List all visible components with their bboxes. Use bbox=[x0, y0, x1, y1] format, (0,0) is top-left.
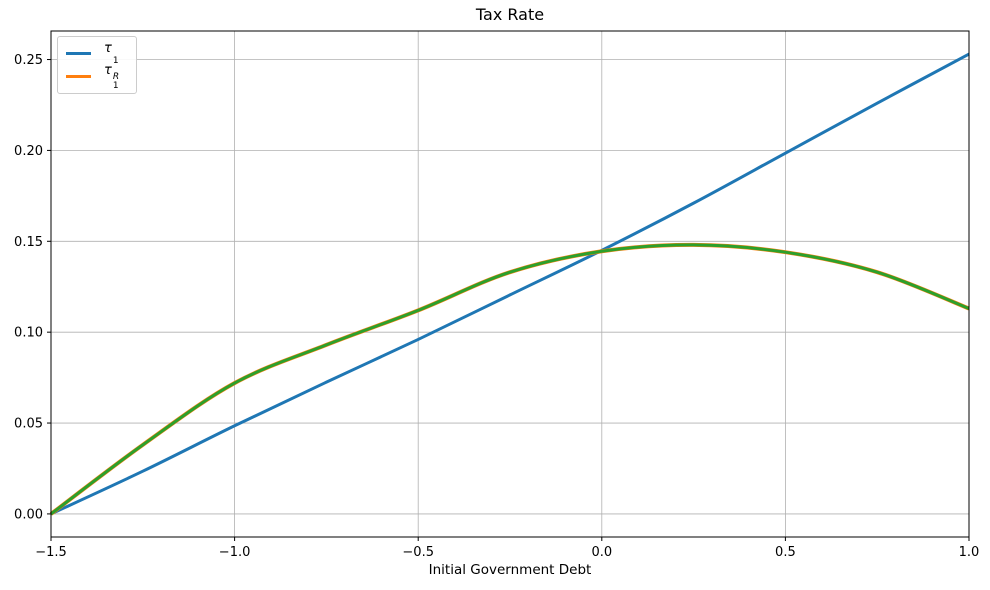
tau1-subscript: 1 bbox=[112, 56, 119, 66]
x-axis-label: Initial Government Debt bbox=[428, 562, 592, 578]
x-tick-label: 1.0 bbox=[959, 545, 980, 560]
y-tick-label: 0.25 bbox=[14, 53, 43, 68]
tau-glyph: τ bbox=[104, 62, 112, 78]
legend-swatch-tau1R bbox=[66, 75, 91, 78]
legend-swatch-tau1 bbox=[66, 52, 91, 55]
series-curve-unlabeled-green-overlay bbox=[50, 243, 970, 516]
tau-glyph: τ bbox=[104, 41, 112, 56]
axes-spines bbox=[50, 30, 970, 538]
x-tick-label: −0.5 bbox=[402, 545, 434, 560]
y-tick-label: 0.15 bbox=[14, 235, 43, 250]
tau1R-subscript: 1 bbox=[112, 80, 119, 91]
tau1R-superscript: R bbox=[112, 71, 120, 82]
y-tick-label: 0.10 bbox=[14, 326, 43, 341]
y-tick-label: 0.05 bbox=[14, 417, 43, 432]
x-tick-label: 0.5 bbox=[775, 545, 796, 560]
series-curve-tau1 bbox=[50, 52, 970, 516]
x-tick-label: 0.0 bbox=[591, 545, 612, 560]
series-curve-tau1R bbox=[49, 242, 970, 516]
chart-title: Tax Rate bbox=[475, 5, 545, 24]
y-tick-label: 0.20 bbox=[14, 144, 43, 159]
x-tick-label: −1.0 bbox=[219, 545, 251, 560]
y-tick-label: 0.00 bbox=[14, 507, 43, 522]
x-tick-label: −1.5 bbox=[35, 545, 67, 560]
